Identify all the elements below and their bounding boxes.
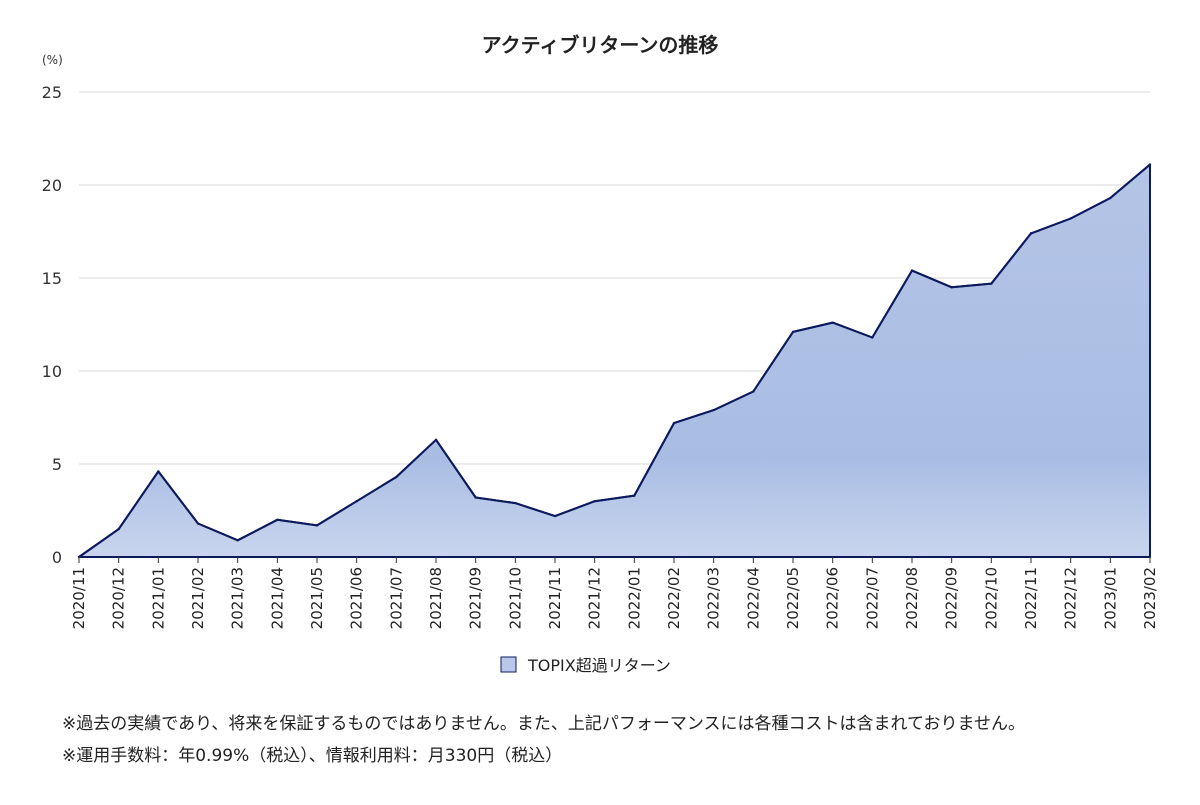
- x-tick-label: 2021/02: [189, 567, 207, 629]
- x-tick-label: 2022/12: [1062, 567, 1080, 629]
- x-tick-label: 2022/06: [824, 567, 842, 629]
- x-tick-label: 2021/08: [427, 567, 445, 629]
- x-tick-label: 2022/11: [1022, 567, 1040, 629]
- data-point: [117, 527, 120, 531]
- x-tick-label: 2021/05: [308, 567, 326, 629]
- x-tick-label: 2021/06: [348, 567, 366, 629]
- chart-title: アクティブリターンの推移: [482, 33, 719, 57]
- x-tick-label: 2022/02: [665, 567, 683, 629]
- data-point: [196, 522, 200, 525]
- x-tick-label: 2022/07: [863, 567, 881, 629]
- legend-label-topix-excess-return: TOPIX超過リターン: [527, 656, 671, 675]
- data-point: [1109, 196, 1112, 200]
- x-tick-label: 2021/10: [506, 567, 524, 629]
- chart-legend: TOPIX超過リターン: [500, 656, 671, 675]
- x-tick-label: 2023/01: [1101, 567, 1119, 629]
- footnote-performance-disclaimer: ※過去の実績であり、将来を保証するものではありません。また、上記パフォーマンスに…: [62, 714, 1026, 734]
- data-point: [514, 501, 517, 505]
- data-point: [276, 518, 279, 521]
- data-point: [395, 475, 398, 479]
- data-point: [871, 336, 874, 339]
- data-point: [950, 286, 953, 289]
- data-point: [633, 494, 636, 497]
- data-point: [593, 500, 596, 503]
- x-tick-label: 2022/04: [744, 567, 762, 629]
- data-point: [712, 408, 715, 412]
- x-tick-label: 2022/10: [982, 567, 1000, 629]
- x-tick-label: 2021/01: [149, 567, 167, 629]
- footnotes: ※過去の実績であり、将来を保証するものではありません。また、上記パフォーマンスに…: [62, 708, 1025, 772]
- line-topix-excess-return: [78, 163, 1151, 558]
- y-tick-label: 5: [52, 455, 62, 474]
- x-tick-label: 2022/05: [784, 567, 802, 629]
- x-tick-label: 2022/08: [903, 567, 921, 629]
- data-point: [910, 269, 914, 272]
- data-point: [434, 438, 438, 442]
- x-tick-label: 2022/01: [625, 567, 643, 629]
- x-tick-label: 2021/11: [546, 567, 564, 629]
- y-axis-unit-label: (%): [42, 53, 63, 67]
- x-tick-label: 2020/11: [70, 567, 88, 629]
- data-point: [315, 524, 319, 527]
- x-tick-label: 2023/02: [1141, 567, 1159, 629]
- x-tick-label: 2022/09: [943, 567, 961, 629]
- data-point: [474, 496, 477, 499]
- x-tick-label: 2021/12: [586, 567, 604, 629]
- data-point: [553, 514, 557, 518]
- x-tick-label: 2021/09: [467, 567, 485, 629]
- y-tick-label: 20: [42, 176, 62, 195]
- footnote-fees: ※運用手数料：年0.99%（税込）、情報利用料：月330円（税込）: [62, 746, 563, 766]
- data-point: [355, 500, 358, 503]
- y-tick-label: 10: [42, 362, 62, 381]
- y-tick-label: 0: [52, 548, 62, 567]
- x-tick-label: 2021/04: [268, 567, 286, 629]
- data-point: [1029, 232, 1033, 235]
- data-point: [1148, 163, 1152, 166]
- data-point: [672, 421, 676, 425]
- x-tick-label: 2020/12: [110, 567, 128, 629]
- y-tick-label: 15: [42, 269, 62, 288]
- data-point: [1069, 217, 1072, 220]
- y-tick-label: 25: [42, 83, 62, 102]
- x-tick-label: 2021/03: [229, 567, 247, 629]
- data-point: [831, 321, 834, 324]
- x-tick-label: 2022/03: [705, 567, 723, 629]
- data-point: [752, 390, 755, 393]
- legend-swatch-topix-excess-return: [500, 656, 517, 673]
- active-return-chart: アクティブリターンの推移 (%) 0 5 10 15 20 25 2020/11 2020/…: [42, 33, 1159, 675]
- data-point: [157, 470, 160, 473]
- data-point: [990, 282, 993, 285]
- data-point: [236, 539, 239, 542]
- x-tick-label: 2021/07: [387, 567, 405, 629]
- data-point: [791, 330, 795, 334]
